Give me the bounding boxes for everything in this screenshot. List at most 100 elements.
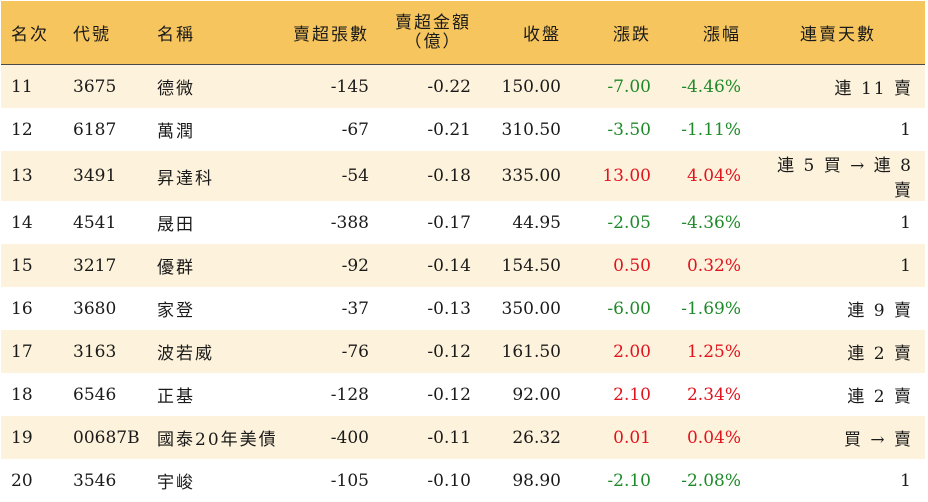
cell-code: 4541 — [63, 201, 147, 244]
header-close: 收盤 — [481, 1, 571, 65]
cell-change-pct: 4.04% — [661, 151, 751, 201]
cell-close: 310.50 — [481, 108, 571, 151]
cell-change-pct: -4.46% — [661, 65, 751, 109]
cell-code: 6546 — [63, 373, 147, 416]
cell-close: 154.50 — [481, 244, 571, 287]
cell-change: 13.00 — [571, 151, 661, 201]
cell-code: 6187 — [63, 108, 147, 151]
cell-streak: 連 2 賣 — [751, 373, 925, 416]
cell-change: -6.00 — [571, 287, 661, 330]
cell-sell-amount: -0.18 — [379, 151, 481, 201]
cell-rank: 15 — [1, 244, 63, 287]
cell-sell-amount: -0.21 — [379, 108, 481, 151]
cell-name: 優群 — [147, 244, 291, 287]
cell-streak: 連 9 賣 — [751, 287, 925, 330]
cell-streak: 1 — [751, 244, 925, 287]
header-sell-amount-line1: 賣超金額 — [395, 13, 471, 33]
header-rank: 名次 — [1, 1, 63, 65]
cell-name: 波若威 — [147, 330, 291, 373]
cell-close: 335.00 — [481, 151, 571, 201]
cell-code: 3680 — [63, 287, 147, 330]
cell-sell-lots: -54 — [291, 151, 379, 201]
cell-close: 150.00 — [481, 65, 571, 109]
cell-code: 3163 — [63, 330, 147, 373]
cell-code: 3491 — [63, 151, 147, 201]
cell-rank: 12 — [1, 108, 63, 151]
cell-change-pct: -1.11% — [661, 108, 751, 151]
cell-sell-lots: -37 — [291, 287, 379, 330]
header-code: 代號 — [63, 1, 147, 65]
cell-rank: 11 — [1, 65, 63, 109]
cell-change-pct: -4.36% — [661, 201, 751, 244]
cell-sell-amount: -0.22 — [379, 65, 481, 109]
header-change-pct: 漲幅 — [661, 1, 751, 65]
cell-change: 0.01 — [571, 416, 661, 459]
header-sell-amount-line2: （億） — [405, 32, 462, 52]
cell-change-pct: 0.04% — [661, 416, 751, 459]
header-sell-lots: 賣超張數 — [291, 1, 379, 65]
cell-name: 昇達科 — [147, 151, 291, 201]
header-row: 名次 代號 名稱 賣超張數 賣超金額（億） 收盤 漲跌 漲幅 連賣天數 — [1, 1, 925, 65]
cell-sell-lots: -92 — [291, 244, 379, 287]
cell-rank: 13 — [1, 151, 63, 201]
cell-code: 3217 — [63, 244, 147, 287]
cell-change-pct: 0.32% — [661, 244, 751, 287]
cell-change-pct: 1.25% — [661, 330, 751, 373]
cell-streak: 買 → 賣 — [751, 416, 925, 459]
header-name: 名稱 — [147, 1, 291, 65]
cell-close: 26.32 — [481, 416, 571, 459]
cell-name: 家登 — [147, 287, 291, 330]
cell-close: 161.50 — [481, 330, 571, 373]
cell-sell-lots: -76 — [291, 330, 379, 373]
cell-change: -7.00 — [571, 65, 661, 109]
cell-name: 德微 — [147, 65, 291, 109]
cell-rank: 17 — [1, 330, 63, 373]
cell-rank: 16 — [1, 287, 63, 330]
cell-rank: 19 — [1, 416, 63, 459]
cell-sell-lots: -67 — [291, 108, 379, 151]
cell-change: 2.10 — [571, 373, 661, 416]
cell-streak: 連 5 買 → 連 8 賣 — [751, 151, 925, 201]
header-streak: 連賣天數 — [751, 1, 925, 65]
header-sell-amount: 賣超金額（億） — [379, 1, 481, 65]
cell-sell-lots: -145 — [291, 65, 379, 109]
cell-close: 350.00 — [481, 287, 571, 330]
cell-name: 萬潤 — [147, 108, 291, 151]
cell-rank: 18 — [1, 373, 63, 416]
cell-name: 正基 — [147, 373, 291, 416]
cell-code: 3675 — [63, 65, 147, 109]
cell-rank: 14 — [1, 201, 63, 244]
cell-code: 00687B — [63, 416, 147, 459]
cell-sell-amount: -0.12 — [379, 330, 481, 373]
cell-change-pct: -1.69% — [661, 287, 751, 330]
cell-sell-amount: -0.17 — [379, 201, 481, 244]
header-change: 漲跌 — [571, 1, 661, 65]
cell-change: -2.05 — [571, 201, 661, 244]
cell-name: 晟田 — [147, 201, 291, 244]
cell-sell-amount: -0.11 — [379, 416, 481, 459]
cell-change: -3.50 — [571, 108, 661, 151]
cell-close: 44.95 — [481, 201, 571, 244]
cell-streak: 1 — [751, 108, 925, 151]
cell-sell-amount: -0.14 — [379, 244, 481, 287]
cell-change: 2.00 — [571, 330, 661, 373]
cell-sell-amount: -0.13 — [379, 287, 481, 330]
cell-sell-lots: -400 — [291, 416, 379, 459]
cell-sell-lots: -388 — [291, 201, 379, 244]
table-header: 名次 代號 名稱 賣超張數 賣超金額（億） 收盤 漲跌 漲幅 連賣天數 — [1, 1, 925, 65]
cell-change: 0.50 — [571, 244, 661, 287]
cell-change-pct: 2.34% — [661, 373, 751, 416]
cell-sell-amount: -0.12 — [379, 373, 481, 416]
cell-streak: 連 2 賣 — [751, 330, 925, 373]
